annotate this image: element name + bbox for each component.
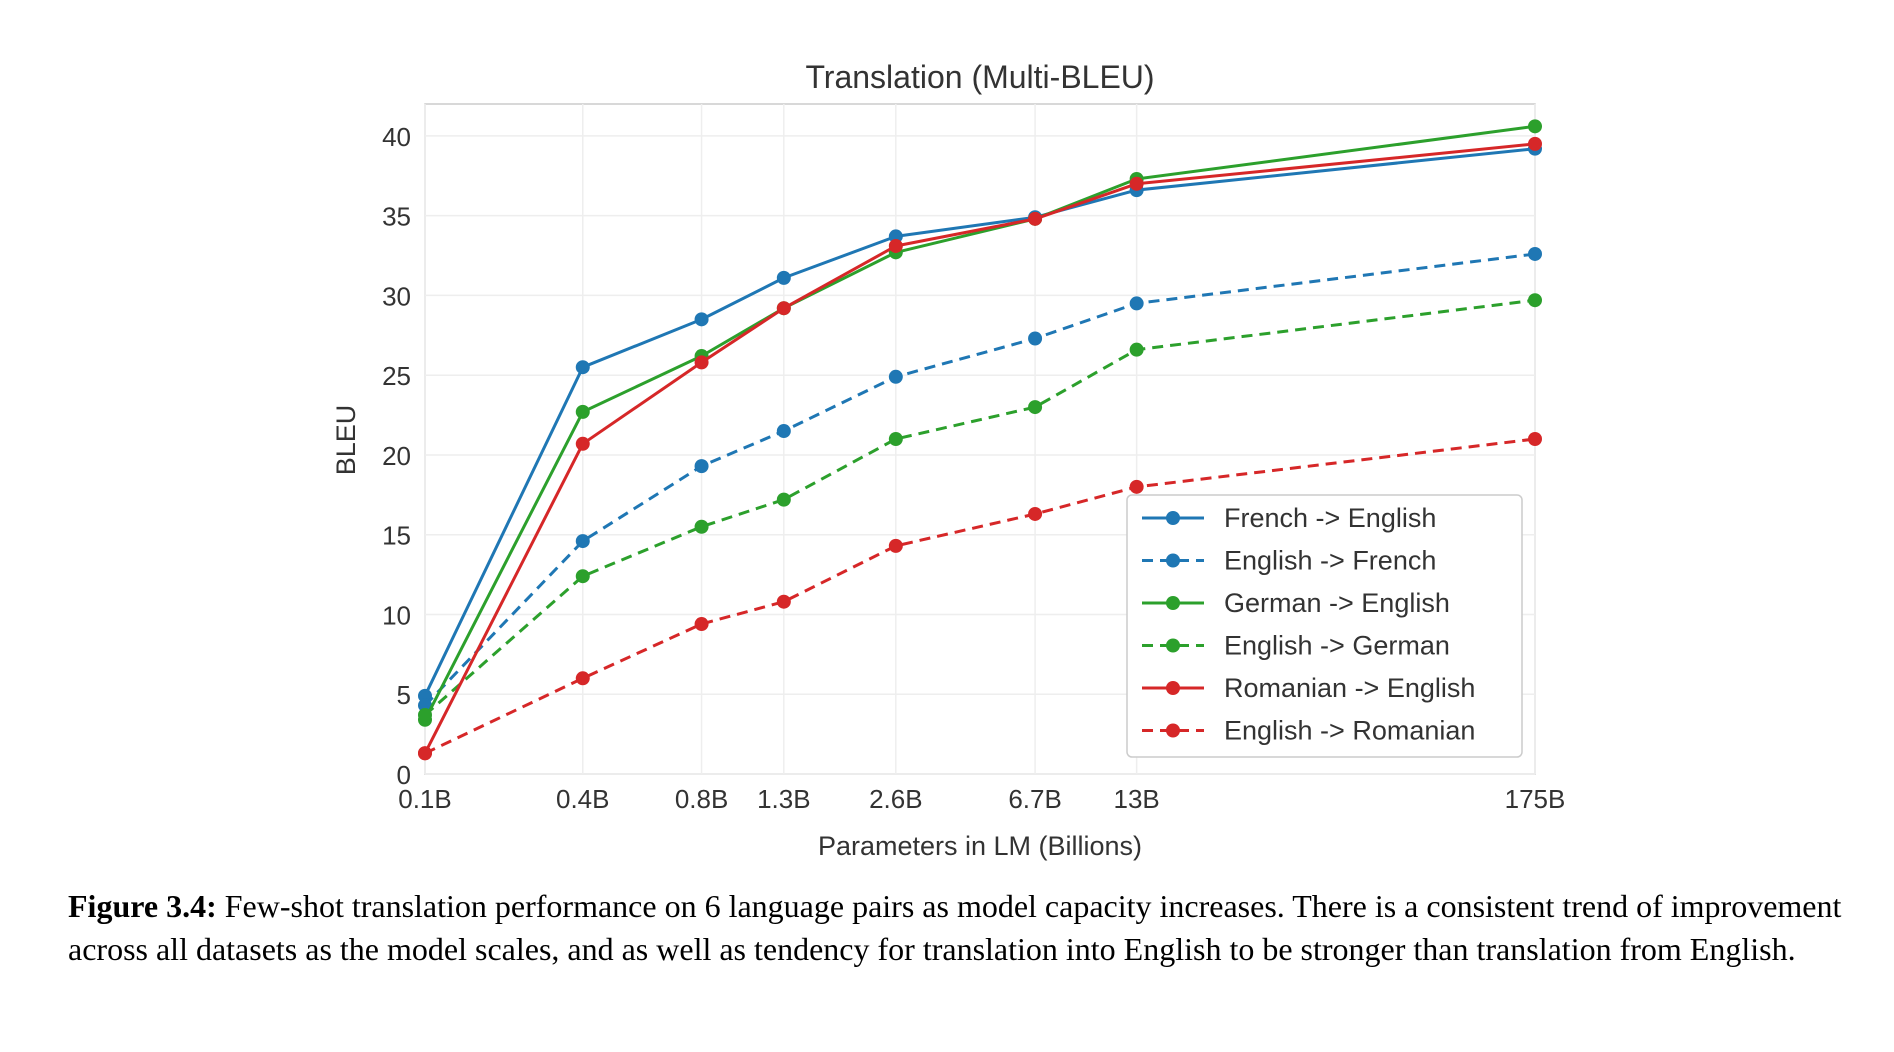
x-tick-label: 0.8B: [675, 784, 729, 814]
legend-label: French -> English: [1224, 503, 1436, 533]
legend-label: German -> English: [1224, 588, 1450, 618]
data-point: [694, 617, 709, 632]
legend-label: English -> Romanian: [1224, 716, 1475, 746]
figure-caption: Figure 3.4: Few-shot translation perform…: [68, 885, 1858, 971]
data-point: [776, 492, 791, 507]
x-axis-label: Parameters in LM (Billions): [818, 831, 1142, 861]
data-point: [888, 369, 903, 384]
caption-text: Few-shot translation performance on 6 la…: [68, 888, 1842, 967]
data-point: [1528, 432, 1542, 446]
x-tick-label: 2.6B: [869, 784, 923, 814]
y-tick-label: 35: [382, 202, 411, 232]
y-tick-label: 25: [382, 361, 411, 391]
data-point: [776, 301, 791, 316]
data-point: [694, 519, 709, 534]
x-tick-label: 0.4B: [556, 784, 610, 814]
x-tick-label: 1.3B: [757, 784, 811, 814]
grid-lines: [424, 104, 1536, 775]
legend-marker: [1166, 596, 1180, 610]
data-point: [418, 688, 432, 703]
data-point: [1028, 331, 1043, 346]
series-line: [424, 298, 1536, 717]
y-tick-label: 20: [382, 441, 411, 471]
data-point: [776, 424, 791, 439]
x-tick-label: 175B: [1505, 784, 1566, 814]
data-point: [888, 238, 903, 253]
series-line: [423, 147, 1536, 697]
data-point: [575, 360, 590, 375]
series-lines: [418, 119, 1542, 761]
legend: French -> English English -> French German…: [1126, 494, 1523, 758]
data-point: [888, 538, 903, 553]
series-line: [423, 142, 1536, 754]
data-point: [888, 432, 903, 446]
data-point: [418, 707, 432, 722]
legend-marker: [1166, 553, 1180, 568]
y-tick-label: 0: [397, 760, 411, 790]
data-point: [1028, 400, 1043, 415]
data-point: [1129, 296, 1144, 311]
data-point: [575, 404, 590, 419]
legend-marker: [1166, 638, 1180, 653]
x-tick-labels: 0.1B 0.4B 0.8B 1.3B 2.6B 6.7B 13B 175B: [398, 784, 1565, 814]
translation-chart: 0 5 10 15 20 25 30 35 40 0.1B 0.4B 0.8B 1.3B 2.6B 6.7…: [331, 59, 1565, 861]
data-point: [1129, 479, 1144, 494]
data-point: [694, 355, 709, 370]
data-point: [1129, 342, 1144, 357]
data-point: [694, 312, 709, 327]
data-point: [575, 436, 590, 451]
series-line: [423, 124, 1536, 721]
y-tick-labels: 0 5 10 15 20 25 30 35 40: [382, 122, 411, 790]
data-point: [418, 746, 432, 761]
series-line: [424, 437, 1536, 755]
series-line: [423, 252, 1536, 707]
data-point: [575, 534, 590, 549]
data-point: [1028, 506, 1043, 521]
x-tick-label: 13B: [1114, 784, 1160, 814]
data-point: [1028, 211, 1043, 226]
data-point: [1528, 119, 1542, 134]
data-point: [694, 459, 709, 474]
data-point: [1528, 293, 1542, 308]
caption-label: Figure 3.4:: [68, 888, 217, 924]
y-tick-label: 40: [382, 122, 411, 152]
y-tick-label: 30: [382, 281, 411, 311]
chart-title: Translation (Multi-BLEU): [805, 59, 1154, 95]
data-point: [575, 569, 590, 584]
y-tick-label: 10: [382, 600, 411, 630]
legend-marker: [1166, 681, 1180, 695]
y-tick-label: 15: [382, 521, 411, 551]
data-point: [1129, 176, 1144, 191]
y-tick-label: 5: [397, 680, 411, 710]
data-point: [575, 671, 590, 686]
legend-marker: [1166, 511, 1180, 525]
legend-label: English -> French: [1224, 546, 1436, 576]
data-point: [418, 698, 432, 713]
data-point: [1528, 136, 1542, 151]
legend-box: [1126, 494, 1523, 758]
y-axis-label: BLEU: [331, 405, 361, 476]
legend-marker: [1166, 723, 1180, 738]
data-point: [776, 270, 791, 285]
legend-label: English -> German: [1224, 631, 1450, 661]
data-point: [776, 594, 791, 609]
data-point: [888, 229, 903, 244]
data-point: [1528, 246, 1542, 261]
x-tick-label: 6.7B: [1008, 784, 1062, 814]
x-tick-label: 0.1B: [398, 784, 452, 814]
legend-label: Romanian -> English: [1224, 673, 1475, 703]
